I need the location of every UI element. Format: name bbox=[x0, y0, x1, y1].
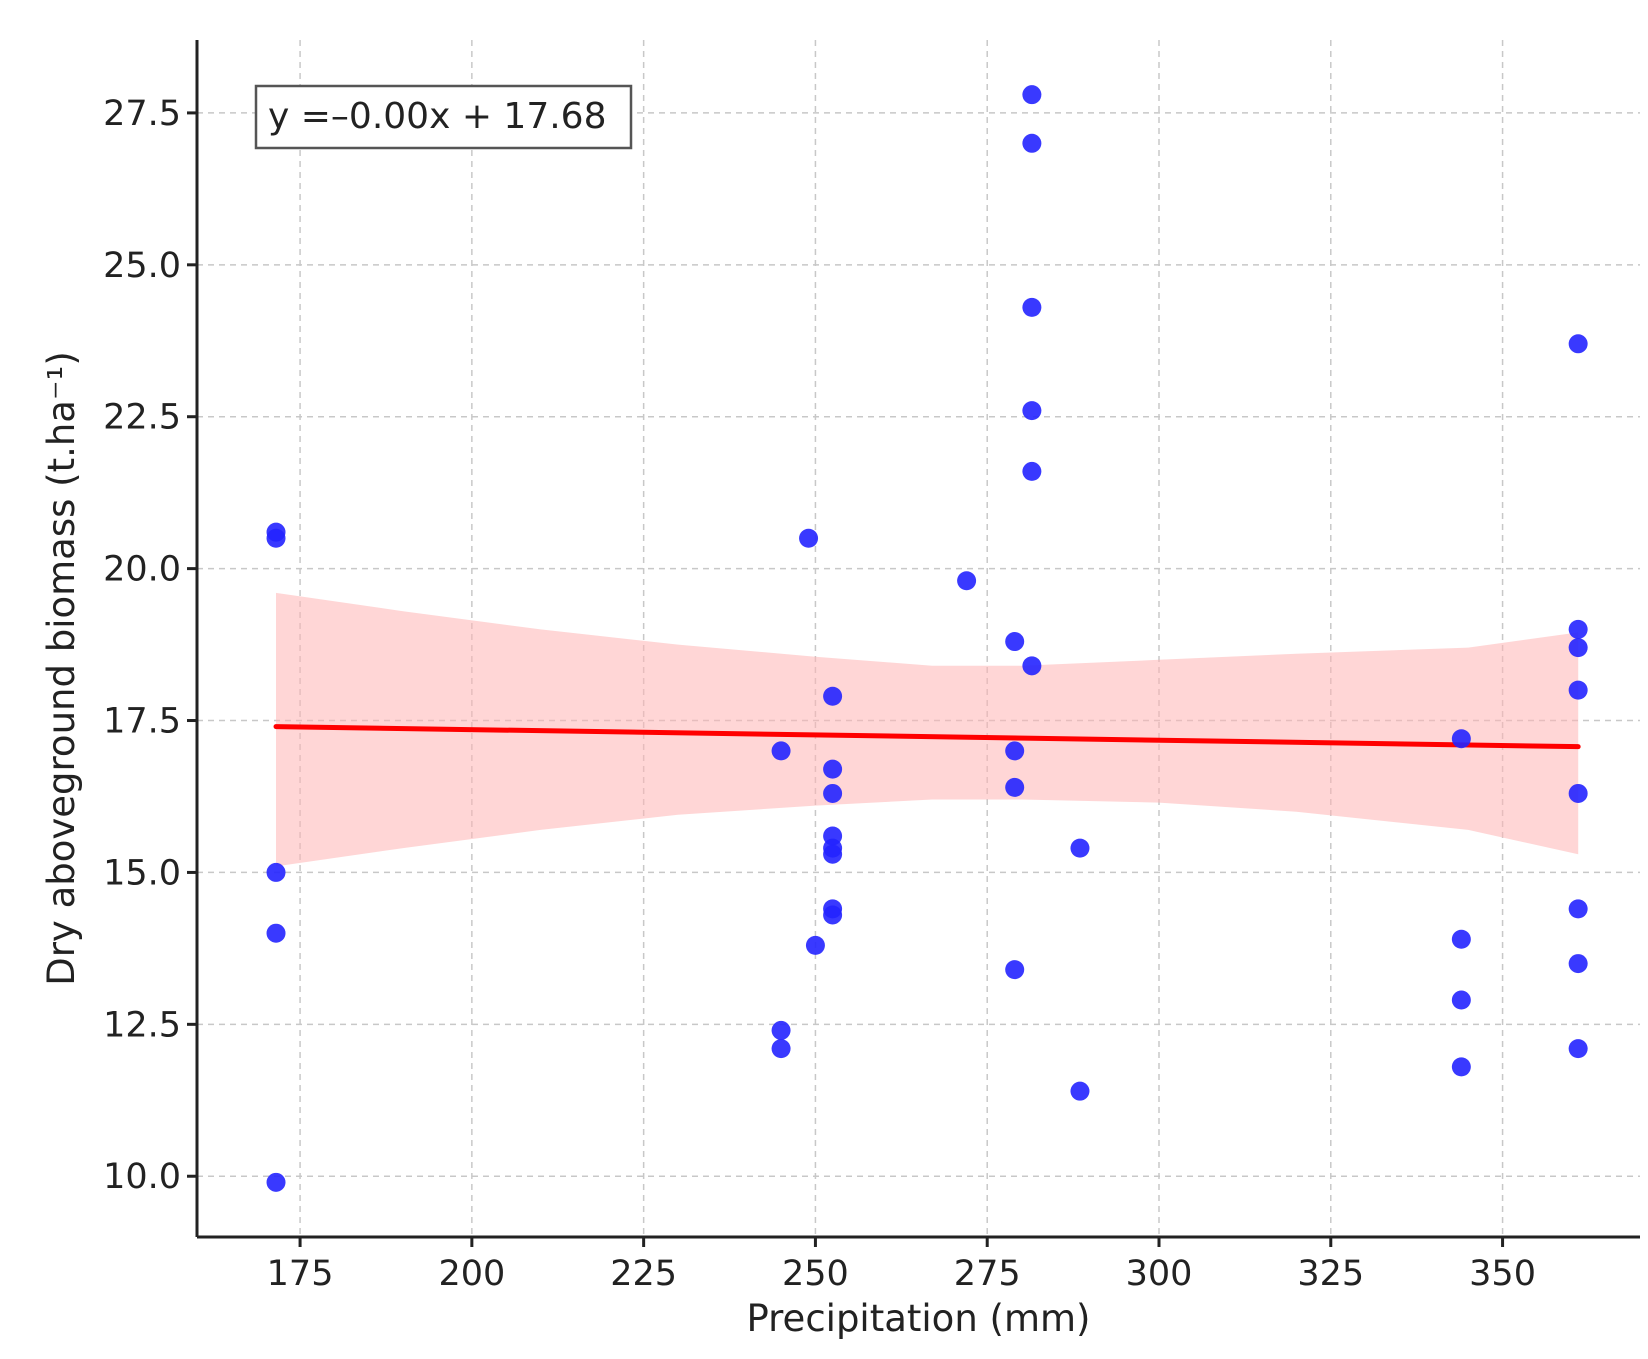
data-point bbox=[266, 1172, 286, 1192]
data-point bbox=[823, 759, 843, 779]
data-point bbox=[1022, 85, 1042, 105]
x-tick-label: 300 bbox=[1126, 1254, 1193, 1294]
x-tick-label: 175 bbox=[267, 1254, 334, 1294]
y-tick-label: 20.0 bbox=[103, 550, 181, 590]
y-tick-label: 10.0 bbox=[103, 1157, 181, 1197]
y-tick-label: 17.5 bbox=[103, 702, 181, 742]
data-point bbox=[1451, 929, 1471, 949]
data-point bbox=[1005, 777, 1025, 797]
data-point bbox=[823, 905, 843, 925]
x-tick-label: 200 bbox=[438, 1254, 505, 1294]
data-point bbox=[1451, 1057, 1471, 1077]
data-point bbox=[1022, 461, 1042, 481]
data-point bbox=[1568, 899, 1588, 919]
data-point bbox=[1568, 783, 1588, 803]
x-tick-label: 275 bbox=[954, 1254, 1021, 1294]
data-point bbox=[805, 935, 825, 955]
data-point bbox=[1022, 133, 1042, 153]
y-tick-label: 15.0 bbox=[103, 853, 181, 893]
data-point bbox=[1022, 656, 1042, 676]
regression-line bbox=[273, 724, 1581, 750]
data-point bbox=[771, 1039, 791, 1059]
x-tick-label: 350 bbox=[1469, 1254, 1536, 1294]
x-tick-label: 325 bbox=[1297, 1254, 1364, 1294]
axes: 175 200 225 250 275 300 325 350 10.0 12.5 15.0 17.5… bbox=[103, 40, 1640, 1294]
y-tick-label: 12.5 bbox=[103, 1005, 181, 1045]
data-point bbox=[1022, 401, 1042, 421]
data-point bbox=[1568, 1039, 1588, 1059]
data-point bbox=[1005, 741, 1025, 761]
data-point bbox=[1568, 619, 1588, 639]
data-point bbox=[1451, 990, 1471, 1010]
y-tick-label: 27.5 bbox=[103, 94, 181, 134]
y-tick-label: 22.5 bbox=[103, 398, 181, 438]
data-point bbox=[771, 1020, 791, 1040]
x-axis-label: Precipitation (mm) bbox=[747, 1297, 1091, 1340]
data-point bbox=[1568, 638, 1588, 658]
data-point bbox=[1005, 632, 1025, 652]
x-tick-label: 250 bbox=[782, 1254, 849, 1294]
data-point bbox=[1070, 1081, 1090, 1101]
data-points bbox=[266, 85, 1588, 1192]
data-point bbox=[266, 862, 286, 882]
data-point bbox=[266, 923, 286, 943]
data-point bbox=[1568, 334, 1588, 354]
data-point bbox=[1070, 838, 1090, 858]
equation-box bbox=[254, 84, 633, 150]
confidence-band bbox=[276, 592, 1579, 867]
x-tick-label: 225 bbox=[610, 1254, 677, 1294]
fit-line-layer bbox=[273, 724, 1581, 750]
data-point bbox=[771, 741, 791, 761]
data-point bbox=[823, 844, 843, 864]
data-point bbox=[1568, 954, 1588, 974]
data-point bbox=[823, 783, 843, 803]
data-point bbox=[799, 528, 819, 548]
data-point bbox=[1451, 729, 1471, 749]
data-point bbox=[957, 571, 977, 591]
data-point bbox=[266, 528, 286, 548]
confidence-band-layer bbox=[276, 592, 1579, 867]
y-tick-label: 25.0 bbox=[103, 246, 181, 286]
data-point bbox=[823, 686, 843, 706]
data-point bbox=[1568, 680, 1588, 700]
equation-annotation: y =–0.00x + 17.68 bbox=[254, 84, 633, 150]
equation-text: y =–0.00x + 17.68 bbox=[268, 96, 606, 137]
y-axis-label: Dry aboveground biomass (t.ha⁻¹) bbox=[40, 351, 83, 986]
data-point bbox=[1022, 297, 1042, 317]
data-point bbox=[1005, 960, 1025, 980]
